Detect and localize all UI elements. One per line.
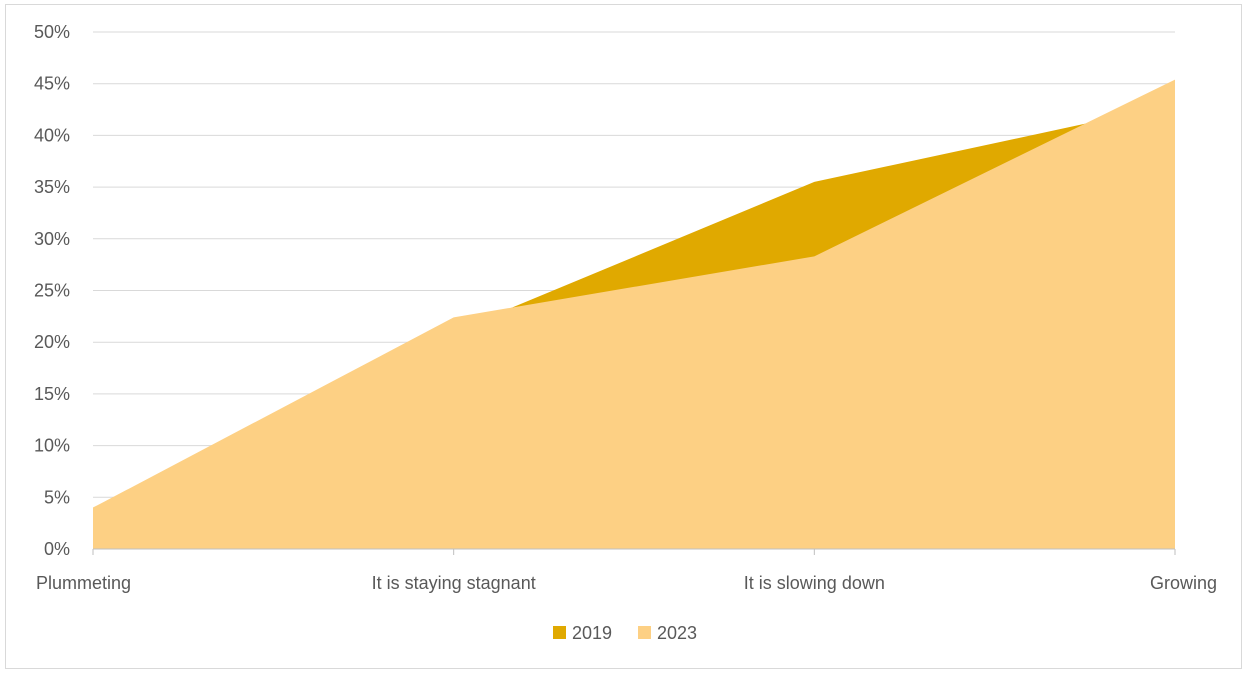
y-tick-label: 25% [34,281,70,301]
y-axis-tick-labels: 0% 5% 10% 15% 20% 25% 30% 35% 40% 45% 50% [34,22,70,559]
x-axis-tick-labels: Plummeting It is staying stagnant It is sl… [36,573,1217,593]
y-tick-label: 30% [34,229,70,249]
y-tick-label: 5% [44,487,70,507]
legend-swatch-2023 [638,626,651,639]
legend: 2019 2023 [553,623,697,643]
y-tick-label: 15% [34,384,70,404]
y-tick-label: 10% [34,436,70,456]
x-tick-label: Growing [1150,573,1217,593]
x-axis [92,548,1176,555]
y-tick-label: 35% [34,177,70,197]
legend-label-2023: 2023 [657,623,697,643]
y-tick-label: 40% [34,125,70,145]
x-tick-label: It is slowing down [744,573,885,593]
y-tick-label: 50% [34,22,70,42]
x-tick-label: It is staying stagnant [372,573,536,593]
y-tick-label: 20% [34,332,70,352]
y-tick-label: 45% [34,74,70,94]
area-series-2023 [93,79,1175,550]
x-tick-label: Plummeting [36,573,131,593]
legend-label-2019: 2019 [572,623,612,643]
legend-swatch-2019 [553,626,566,639]
y-tick-label: 0% [44,539,70,559]
series-areas [93,79,1175,550]
